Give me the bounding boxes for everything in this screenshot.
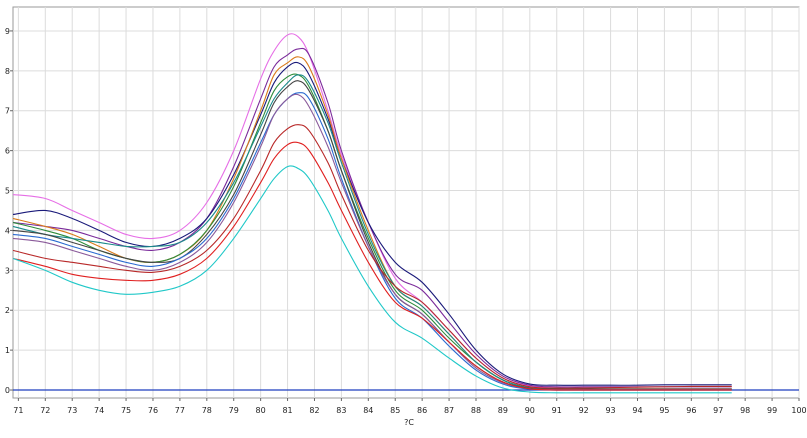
x-tick-label: 76 — [148, 406, 158, 415]
x-tick-label: 89 — [498, 406, 508, 415]
y-tick-label: 1 — [5, 346, 10, 355]
x-tick-label: 86 — [417, 406, 427, 415]
x-tick-label: 92 — [579, 406, 589, 415]
x-tick-label: 79 — [229, 406, 239, 415]
x-tick-label: 71 — [13, 406, 23, 415]
x-tick-label: 83 — [336, 406, 346, 415]
x-tick-label: 73 — [67, 406, 77, 415]
series-line — [12, 124, 732, 389]
x-axis-title: ?C — [404, 418, 414, 427]
y-tick-label: 2 — [5, 306, 10, 315]
x-tick-label: 80 — [256, 406, 266, 415]
x-tick-label: 85 — [390, 406, 400, 415]
x-tick-label: 100 — [791, 406, 806, 415]
y-tick-label: 9 — [5, 27, 10, 36]
series-line — [12, 47, 732, 388]
series-line — [12, 141, 732, 391]
x-tick-label: 75 — [121, 406, 131, 415]
series-line — [12, 165, 732, 394]
x-tick-label: 88 — [471, 406, 481, 415]
y-tick-label: 5 — [5, 187, 10, 196]
plot-area — [12, 6, 800, 399]
x-tick-label: 78 — [202, 406, 212, 415]
x-tick-label: 77 — [175, 406, 185, 415]
x-tick-label: 81 — [282, 406, 292, 415]
series-lines — [12, 33, 732, 394]
y-tick-label: 8 — [5, 67, 10, 76]
y-tick-label: 0 — [5, 386, 10, 395]
x-tick-label: 99 — [767, 406, 777, 415]
x-tick-label: 98 — [740, 406, 750, 415]
y-tick-label: 7 — [5, 107, 10, 116]
x-tick-label: 94 — [632, 406, 642, 415]
x-tick-label: 87 — [444, 406, 454, 415]
x-tick-label: 74 — [94, 406, 104, 415]
x-tick-label: 72 — [40, 406, 50, 415]
x-tick-label: 97 — [713, 406, 723, 415]
x-tick-label: 93 — [605, 406, 615, 415]
x-tick-label: 91 — [552, 406, 562, 415]
x-tick-label: 90 — [525, 406, 535, 415]
x-tick-label: 96 — [686, 406, 696, 415]
y-tick-label: 6 — [5, 147, 10, 156]
x-tick-label: 82 — [309, 406, 319, 415]
x-tick-label: 95 — [659, 406, 669, 415]
y-tick-label: 4 — [5, 226, 10, 235]
tick-labels: 71 72 73 74 75 76 77 78 79 80 81 82 83 84 85 86 87 88 89 90… — [5, 27, 807, 415]
y-tick-label: 3 — [5, 266, 10, 275]
grid — [12, 6, 800, 399]
x-tick-label: 84 — [363, 406, 373, 415]
